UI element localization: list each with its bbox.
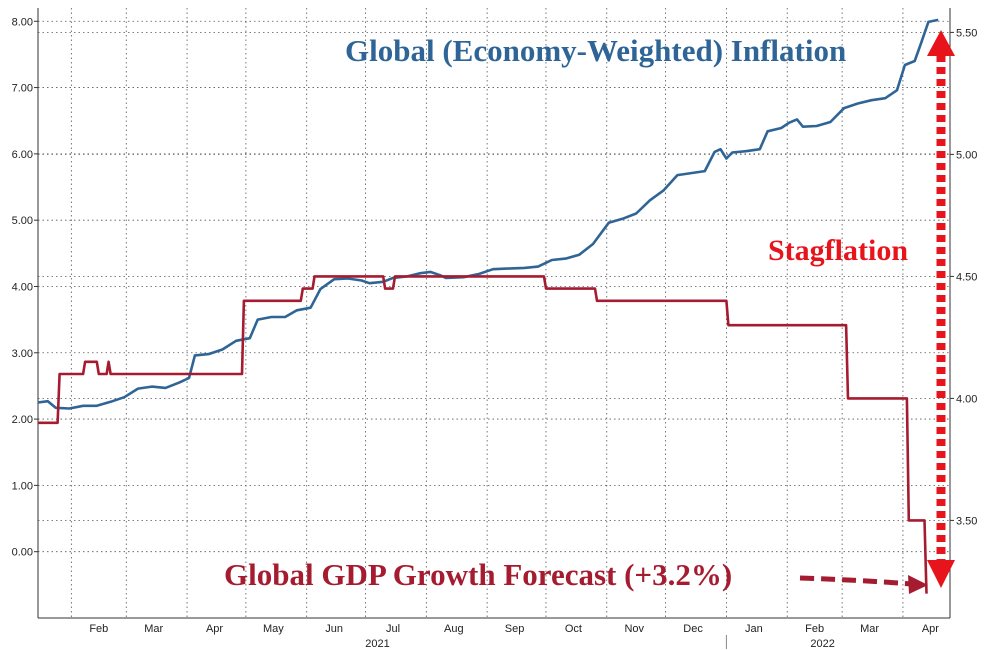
x-tick-label: May: [263, 623, 284, 635]
left-tick-label: 6.00: [12, 149, 33, 161]
left-tick-label: 4.00: [12, 281, 33, 293]
stagflation-label: Stagflation: [768, 234, 908, 267]
annotations: Global (Economy-Weighted) Inflation Stag…: [224, 30, 955, 594]
right-tick-label: 5.50: [956, 27, 977, 39]
x-tick-label: Mar: [860, 623, 879, 635]
x-tick-label: Nov: [624, 623, 644, 635]
inflation-series-label: Global (Economy-Weighted) Inflation: [345, 33, 846, 68]
left-tick-label: 8.00: [12, 16, 33, 28]
gdp-forecast-series-line: [38, 275, 928, 594]
right-tick-label: 4.00: [956, 393, 977, 405]
right-tick-label: 4.50: [956, 271, 977, 283]
left-tick-label: 1.00: [12, 480, 33, 492]
stagflation-arrow-head-down: [927, 560, 955, 588]
x-tick-label: Jul: [386, 623, 400, 635]
left-tick-label: 7.00: [12, 83, 33, 95]
x-tick-label: Dec: [683, 623, 703, 635]
x-tick-label: Feb: [805, 623, 824, 635]
year-label: 2022: [810, 638, 834, 650]
x-tick-label: Apr: [922, 623, 939, 635]
right-tick-label: 3.50: [956, 515, 977, 527]
x-tick-label: Oct: [565, 623, 582, 635]
gdp-series-label: Global GDP Growth Forecast (+3.2%): [224, 557, 732, 592]
x-tick-label: Jan: [745, 623, 763, 635]
x-tick-label: Feb: [89, 623, 108, 635]
series-group: [37, 18, 939, 594]
stagflation-arrow-head-up: [927, 30, 955, 56]
right-tick-label: 5.00: [956, 149, 977, 161]
left-tick-label: 3.00: [12, 348, 33, 360]
left-tick-label: 5.00: [12, 215, 33, 227]
x-tick-label: Sep: [505, 623, 525, 635]
year-label: 2021: [365, 638, 389, 650]
x-tick-label: Mar: [144, 623, 163, 635]
x-tick-label: Jun: [325, 623, 343, 635]
axes: 0.00 1.00 2.00 3.00 4.00 5.00 6.00 7.00 8.00 3.50…: [12, 8, 977, 650]
x-tick-label: Apr: [206, 623, 223, 635]
gdp-pointer-arrow: [799, 575, 913, 587]
gdp-pointer-arrow-head: [908, 575, 928, 594]
inflation-series-line: [37, 18, 939, 410]
x-tick-label: Aug: [444, 623, 464, 635]
grid-lines: [38, 8, 950, 618]
left-tick-label: 0.00: [12, 547, 33, 559]
left-tick-label: 2.00: [12, 414, 33, 426]
